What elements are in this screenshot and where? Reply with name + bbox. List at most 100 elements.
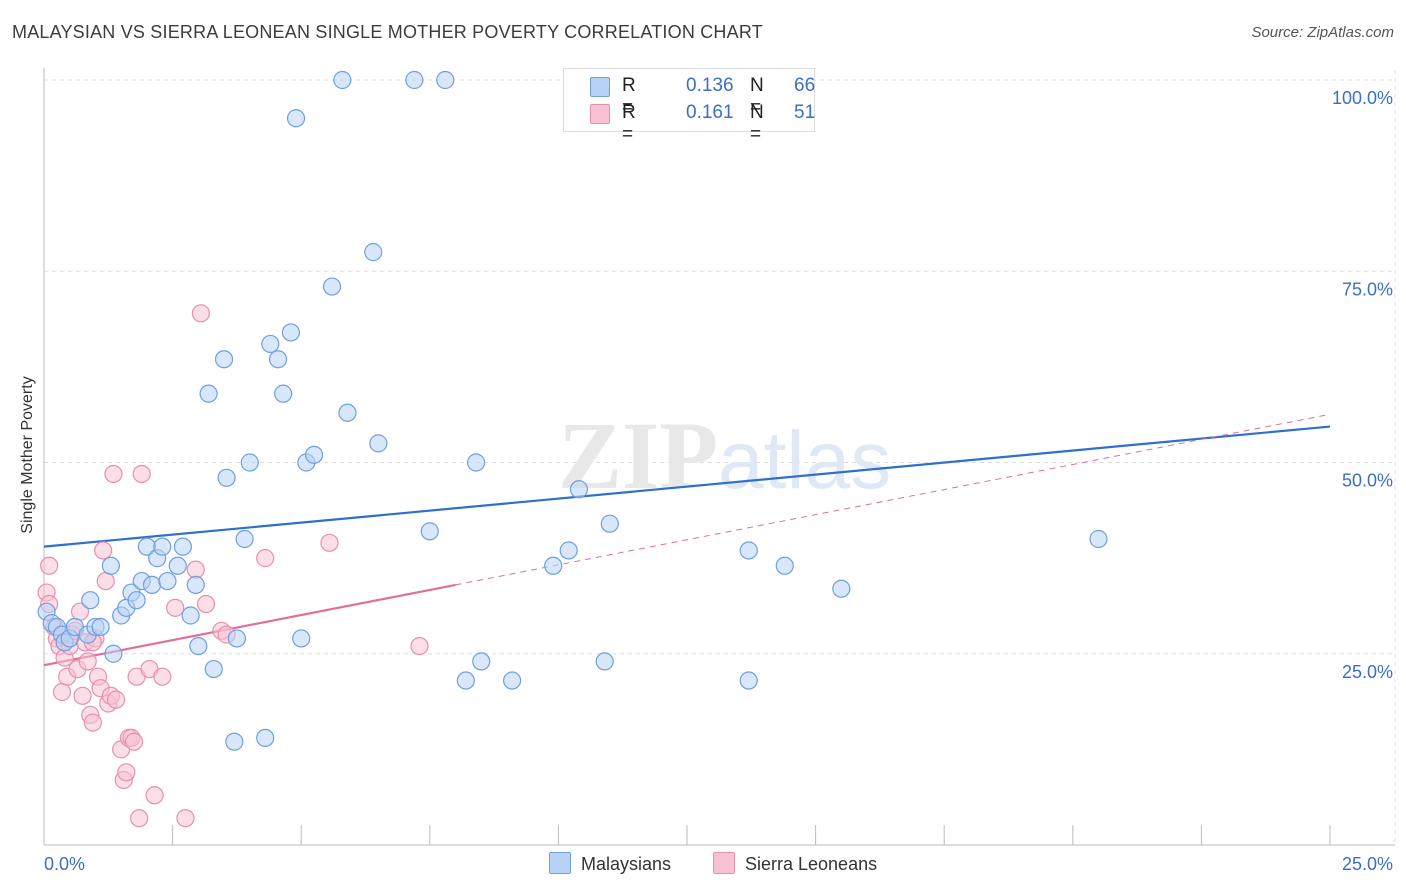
bottom-legend-label: Sierra Leoneans: [745, 854, 878, 874]
legend-n-value: 66: [794, 75, 816, 96]
malaysian-point: [333, 70, 352, 90]
sierra-leonean-point: [166, 598, 185, 617]
malaysian-point: [1089, 529, 1108, 549]
y-tick-label: 50.0%: [1342, 471, 1393, 491]
malaysian-point: [472, 652, 491, 671]
malaysian-point: [832, 579, 851, 598]
malaysian-point: [420, 522, 439, 541]
sierra-leonean-point: [117, 763, 136, 782]
malaysian-point: [569, 480, 589, 499]
legend-swatch-sierra-leoneans: [590, 104, 610, 124]
malaysian-point: [595, 652, 614, 671]
malaysian-point: [261, 334, 280, 354]
malaysian-point: [456, 671, 475, 690]
legend-r-value: 0.161: [686, 102, 734, 123]
malaysian-point: [281, 323, 301, 342]
malaysian-point: [186, 575, 205, 595]
sierra-leonean-point: [78, 652, 97, 671]
malaysian-point: [304, 445, 324, 464]
bottom-legend-malaysians: Malaysians: [549, 852, 671, 875]
y-tick-label: 75.0%: [1342, 279, 1393, 299]
x-tick-label: 0.0%: [44, 854, 85, 874]
x-tick-label: 25.0%: [1342, 854, 1393, 874]
malaysian-point: [142, 575, 162, 595]
sierra-leonean-point: [104, 464, 123, 484]
sierra-leonean-point: [94, 541, 113, 560]
watermark-atlas: atlas: [718, 415, 891, 506]
sierra-leonean-point: [96, 571, 115, 591]
sierra-leonean-point: [106, 690, 126, 709]
sierra-leonean-point: [83, 713, 102, 732]
bottom-legend-label: Malaysians: [581, 854, 672, 874]
malaysian-point: [240, 453, 259, 472]
sierra-leonean-point: [40, 556, 59, 575]
legend-n-label: N =: [750, 102, 764, 145]
legend-r-value: 0.136: [686, 75, 734, 96]
bottom-legend-sierra-leoneans: Sierra Leoneans: [713, 852, 877, 875]
legend-n-label: N =: [750, 75, 764, 118]
sierra-leonean-point: [196, 594, 216, 614]
malaysian-point: [173, 537, 192, 556]
malaysian-point: [559, 541, 578, 560]
malaysian-point: [405, 70, 424, 90]
sierra-leonean-point: [73, 686, 92, 705]
malaysian-point: [181, 606, 200, 625]
malaysian-point: [214, 350, 234, 369]
malaysian-point: [274, 384, 293, 403]
malaysian-point: [338, 403, 357, 422]
malaysian-point: [217, 468, 236, 487]
legend-swatch-malaysians: [590, 77, 610, 97]
sierra-leonean-point: [191, 304, 210, 323]
malaysian-point: [256, 728, 275, 748]
malaysian-point: [158, 571, 177, 591]
correlation-legend: R = 0.136 N = 66 R = 0.161 N = 51: [563, 68, 816, 145]
y-tick-label: 100.0%: [1332, 88, 1393, 108]
malaysian-point: [81, 591, 100, 610]
malaysian-point: [369, 434, 388, 453]
source-label: Source: ZipAtlas.com: [1251, 24, 1394, 41]
malaysian-point: [600, 514, 619, 533]
malaysian-trend-line: [43, 425, 1331, 548]
sierra-leonean-point: [130, 809, 149, 828]
malaysian-point: [168, 556, 187, 575]
sierra-leonean-point: [153, 667, 172, 686]
malaysian-point: [189, 636, 208, 656]
sierra-leonean-points: [37, 304, 429, 828]
malaysian-point: [436, 70, 455, 90]
malaysian-point: [199, 384, 218, 403]
bottom-legend-swatch-malaysians: [549, 852, 571, 874]
y-tick-label: 25.0%: [1342, 662, 1393, 682]
sierra-leonean-point: [320, 533, 339, 552]
malaysian-point: [286, 109, 306, 128]
sierra-leonean-point: [176, 809, 195, 828]
bottom-legend-swatch-sierra-leoneans: [713, 852, 735, 874]
sierra-leonean-point: [52, 682, 72, 702]
legend-n-value: 51: [794, 102, 816, 123]
malaysian-point: [322, 277, 342, 296]
sierra-leonean-point: [145, 786, 164, 805]
sierra-leonean-point: [186, 560, 205, 579]
legend-r-label: R =: [622, 75, 636, 118]
legend-r-label: R =: [622, 102, 636, 145]
malaysian-point: [235, 529, 254, 549]
tick-labels: 25.0% 50.0% 75.0% 100.0% 0.0% 25.0%: [44, 88, 1393, 874]
malaysian-point: [544, 556, 563, 575]
malaysian-point: [739, 541, 758, 560]
malaysian-point: [225, 732, 244, 751]
sierra-leonean-point: [256, 549, 275, 568]
axes: [43, 68, 1395, 846]
malaysian-point: [153, 537, 172, 556]
chart-title: MALAYSIAN VS SIERRA LEONEAN SINGLE MOTHE…: [12, 22, 763, 42]
sierra-leonean-trend-extension: [455, 413, 1331, 586]
malaysian-point: [292, 629, 311, 648]
sierra-leonean-point: [132, 464, 151, 484]
malaysian-point: [268, 350, 288, 369]
malaysian-points: [37, 70, 1108, 751]
malaysian-point: [204, 659, 223, 679]
malaysian-point: [227, 629, 246, 648]
malaysian-point: [127, 591, 146, 610]
malaysian-point: [104, 644, 123, 663]
sierra-leonean-point: [124, 732, 144, 751]
malaysian-point: [91, 617, 110, 637]
